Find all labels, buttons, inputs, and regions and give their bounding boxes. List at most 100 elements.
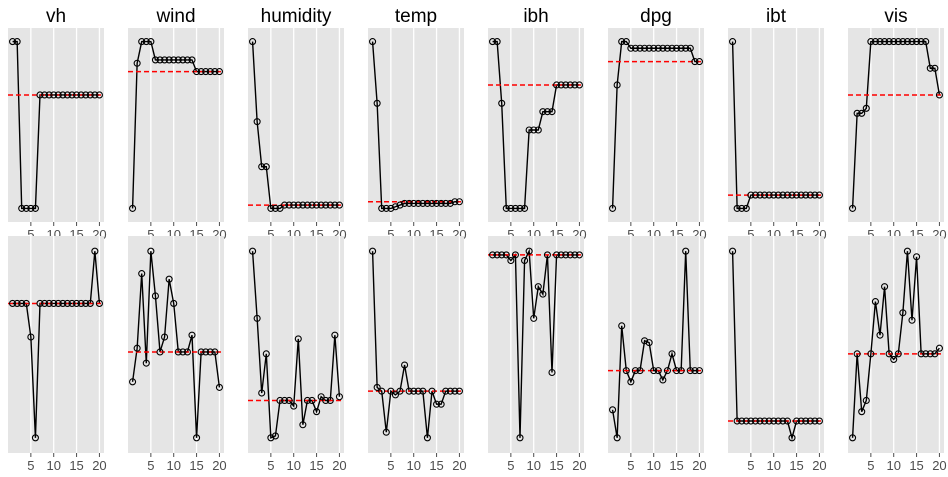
data-point-r0-vh-13 [63, 91, 71, 99]
data-point-r0-ibh-16 [557, 81, 565, 89]
data-point-r0-wind-18 [206, 68, 214, 76]
data-point-r1-ibt-14 [788, 434, 796, 442]
data-point-r1-vh-2 [13, 299, 21, 307]
data-point-r1-ibt-2 [733, 417, 741, 425]
data-point-r0-temp-20 [455, 198, 463, 206]
panel-background [248, 28, 344, 222]
data-point-r0-ibt-5 [747, 191, 755, 199]
data-point-r1-ibh-15 [553, 251, 561, 259]
data-point-r1-wind-6 [151, 292, 159, 300]
data-point-r1-ibt-20 [815, 417, 823, 425]
data-point-r0-vis-15 [913, 38, 921, 46]
x-tick-label-r1-wind-5: 5 [147, 458, 154, 473]
data-point-r1-vh-11 [54, 299, 62, 307]
data-point-r1-vis-20 [935, 344, 943, 352]
data-point-r0-wind-17 [202, 68, 210, 76]
series-line-r0-vis [851, 40, 941, 209]
data-point-r0-vh-19 [91, 91, 99, 99]
data-point-r0-humidity-20 [335, 201, 343, 209]
data-point-r0-humidity-11 [294, 201, 302, 209]
x-tick-label-r0-vh-5: 5 [27, 227, 34, 242]
panel-r1-vis: 5 10 15 20 [848, 236, 947, 473]
data-point-r1-wind-5 [147, 247, 155, 255]
data-point-r0-vis-1 [849, 204, 857, 212]
data-point-r1-ibh-2 [493, 251, 501, 259]
panel-background [8, 236, 104, 453]
data-point-r1-ibt-6 [751, 417, 759, 425]
panel-title-vis: vis [884, 6, 907, 27]
data-point-r0-ibh-14 [548, 108, 556, 116]
data-point-r1-ibh-11 [534, 283, 542, 291]
data-point-r0-ibt-8 [761, 191, 769, 199]
data-point-r1-vis-16 [917, 350, 925, 358]
data-point-r1-vh-15 [73, 299, 81, 307]
x-tick-label-r1-wind-20: 20 [212, 458, 226, 473]
data-point-r0-ibt-6 [751, 191, 759, 199]
data-point-r1-ibt-12 [779, 417, 787, 425]
data-point-r0-ibt-9 [765, 191, 773, 199]
data-point-r1-vis-11 [894, 350, 902, 358]
data-point-r1-humidity-13 [303, 396, 311, 405]
data-point-r0-vh-9 [45, 91, 53, 99]
data-point-r0-humidity-6 [271, 204, 279, 212]
panel-background [848, 28, 944, 222]
data-point-r1-humidity-10 [290, 402, 298, 410]
data-point-r0-ibt-12 [779, 191, 787, 199]
data-point-r1-humidity-19 [331, 331, 339, 339]
panel-background [848, 236, 944, 453]
data-point-r0-wind-10 [170, 56, 178, 64]
data-point-r0-ibh-9 [525, 126, 533, 134]
data-point-r1-ibh-20 [575, 251, 583, 259]
data-point-r0-temp-12 [419, 199, 427, 207]
data-point-r1-vh-5 [27, 333, 35, 341]
data-point-r1-vh-1 [9, 299, 17, 307]
data-point-r1-humidity-20 [335, 393, 343, 401]
data-point-r1-wind-12 [179, 348, 187, 356]
data-point-r1-ibt-3 [738, 417, 746, 425]
x-tick-label-r1-dpg-15: 15 [669, 458, 683, 473]
data-point-r1-vh-14 [68, 299, 76, 307]
panel-background [128, 236, 224, 453]
data-point-r0-humidity-17 [322, 201, 330, 209]
data-point-r1-dpg-19 [691, 367, 699, 375]
data-point-r0-dpg-5 [627, 44, 635, 52]
data-point-r1-humidity-2 [253, 314, 261, 322]
data-point-r0-dpg-17 [682, 44, 690, 52]
data-point-r0-wind-3 [138, 38, 146, 46]
panel-r0-vh: vh5 10 15 20 [8, 6, 107, 242]
series-line-r0-temp [371, 41, 460, 210]
data-point-r1-temp-16 [437, 400, 445, 408]
data-point-r0-dpg-12 [659, 44, 667, 52]
data-point-r1-ibh-6 [511, 251, 519, 259]
data-point-r0-temp-18 [446, 199, 454, 207]
data-point-r1-temp-4 [382, 428, 390, 436]
data-point-r1-ibt-11 [774, 417, 782, 425]
data-point-r1-dpg-16 [677, 367, 685, 375]
panel-background [488, 28, 584, 222]
panel-background [128, 28, 224, 222]
x-tick-label-r1-temp-5: 5 [387, 458, 394, 473]
data-point-r1-ibt-16 [797, 417, 805, 425]
data-point-r1-ibh-5 [507, 256, 515, 265]
data-point-r0-ibh-3 [498, 99, 506, 107]
x-tick-label-r1-vh-5: 5 [27, 458, 34, 473]
data-point-r0-vis-7 [876, 38, 884, 46]
data-point-r0-dpg-16 [677, 44, 685, 52]
data-point-r0-wind-4 [142, 38, 150, 46]
data-point-r1-humidity-9 [285, 396, 293, 405]
data-point-r1-ibh-13 [543, 251, 551, 259]
data-point-r1-wind-20 [215, 383, 223, 391]
data-point-r0-humidity-3 [258, 163, 266, 171]
data-point-r0-dpg-11 [654, 44, 662, 52]
data-point-r1-wind-11 [174, 348, 182, 356]
data-point-r0-humidity-13 [303, 201, 311, 209]
data-point-r0-vis-8 [881, 38, 889, 46]
data-point-r0-vis-20 [935, 91, 943, 99]
data-point-r0-humidity-5 [267, 204, 275, 212]
data-point-r0-ibt-15 [793, 191, 801, 199]
panel-title-vh: vh [46, 6, 66, 27]
data-point-r0-humidity-9 [285, 201, 293, 209]
data-point-r1-dpg-15 [673, 367, 681, 375]
